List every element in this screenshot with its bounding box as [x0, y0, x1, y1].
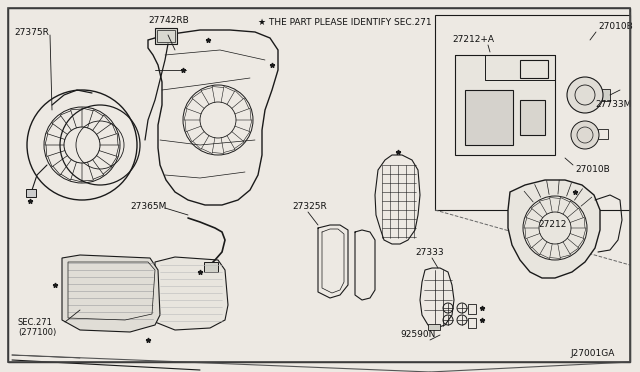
- Polygon shape: [62, 255, 160, 332]
- Text: 92590N: 92590N: [400, 330, 435, 339]
- Bar: [155, 28, 177, 44]
- Bar: [468, 304, 476, 314]
- Polygon shape: [508, 180, 600, 278]
- Polygon shape: [155, 257, 228, 330]
- Bar: [600, 89, 610, 101]
- Text: ★ THE PART PLEASE IDENTIFY SEC.271: ★ THE PART PLEASE IDENTIFY SEC.271: [258, 18, 431, 27]
- Bar: [465, 90, 513, 145]
- Bar: [520, 60, 548, 78]
- Text: 27365M: 27365M: [130, 202, 166, 211]
- Bar: [435, 15, 630, 210]
- Bar: [520, 100, 545, 135]
- Text: 27010B: 27010B: [575, 165, 610, 174]
- Text: SEC.271: SEC.271: [18, 318, 53, 327]
- Text: 27742RB: 27742RB: [148, 16, 189, 25]
- Text: 27212: 27212: [538, 220, 566, 229]
- Bar: [157, 30, 175, 42]
- Text: 27375R: 27375R: [14, 28, 49, 37]
- Text: 27733M: 27733M: [595, 100, 632, 109]
- Text: (277100): (277100): [18, 328, 56, 337]
- Bar: [204, 262, 218, 272]
- Bar: [455, 55, 555, 155]
- Bar: [598, 129, 608, 139]
- Text: 27010B: 27010B: [598, 22, 633, 31]
- Bar: [428, 324, 440, 330]
- Text: J27001GA: J27001GA: [570, 349, 614, 358]
- Text: 27325R: 27325R: [292, 202, 327, 211]
- Bar: [26, 189, 36, 197]
- Text: 27333: 27333: [415, 248, 444, 257]
- Text: 27212+A: 27212+A: [452, 35, 494, 44]
- Bar: [468, 318, 476, 328]
- Circle shape: [567, 77, 603, 113]
- Circle shape: [571, 121, 599, 149]
